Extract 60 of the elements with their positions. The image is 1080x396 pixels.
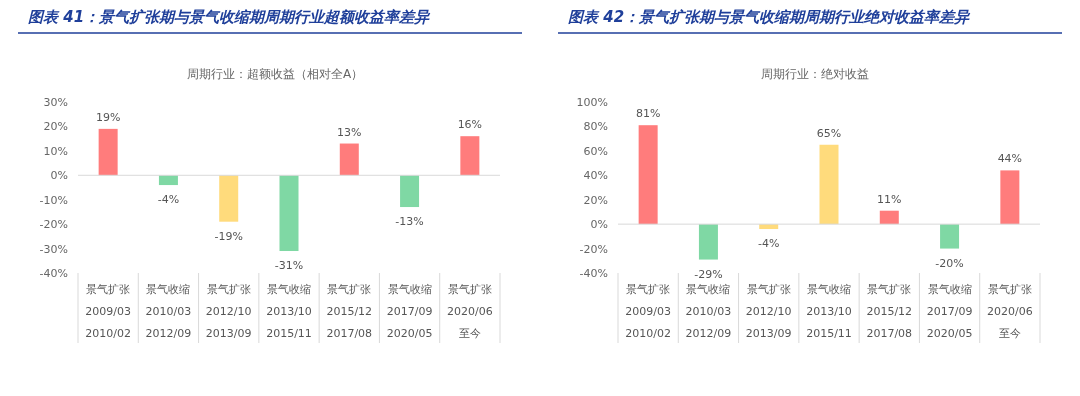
x-tick-label: 景气收缩 2017/09 2020/05 xyxy=(926,283,973,340)
bar xyxy=(339,143,359,176)
y-tick-label: -10% xyxy=(39,193,68,207)
x-tick-label: 景气扩张 2009/03 2010/02 xyxy=(625,283,671,340)
data-label: 11% xyxy=(877,192,902,206)
x-tick-label: 景气扩张 2015/12 2017/08 xyxy=(326,283,373,340)
data-label: -4% xyxy=(157,193,180,207)
data-label: 19% xyxy=(95,110,121,124)
y-tick-label: -30% xyxy=(39,242,68,256)
y-tick-label: 100% xyxy=(576,96,608,109)
chart-subtitle: 周期行业：绝对收益 xyxy=(761,67,869,81)
x-tick-label: 景气扩张 2009/03 2010/02 xyxy=(85,283,131,340)
bar xyxy=(460,136,480,176)
bar xyxy=(698,224,718,260)
data-label: -19% xyxy=(214,229,243,243)
data-label: 65% xyxy=(816,126,842,140)
y-tick-label: -40% xyxy=(579,267,608,280)
x-tick-label: 景气收缩 2010/03 2012/09 xyxy=(685,283,732,340)
y-tick-label: 60% xyxy=(583,144,608,158)
data-label: -20% xyxy=(935,256,964,270)
data-label: -13% xyxy=(395,215,424,229)
x-tick-label: 景气扩张 2012/10 2013/09 xyxy=(745,283,792,340)
y-tick-label: -40% xyxy=(39,267,68,280)
y-tick-label: -20% xyxy=(39,218,68,232)
y-tick-label: 80% xyxy=(583,120,608,134)
data-label: 13% xyxy=(337,125,362,139)
data-label: -29% xyxy=(694,267,723,281)
x-tick-label: 景气扩张 2012/10 2013/09 xyxy=(205,283,252,340)
data-label: 16% xyxy=(457,118,483,132)
x-tick-label: 景气收缩 2010/03 2012/09 xyxy=(145,283,192,340)
chart-title: 图表 42：景气扩张期与景气收缩期周期行业绝对收益率差异 xyxy=(568,8,972,26)
y-tick-label: 20% xyxy=(583,193,608,207)
data-label: -4% xyxy=(758,237,780,251)
y-tick-label: 0% xyxy=(590,218,608,232)
bar xyxy=(400,175,420,208)
bar xyxy=(158,175,178,186)
bar xyxy=(638,125,658,225)
bar xyxy=(98,128,118,176)
bar xyxy=(279,175,299,252)
data-label: 44% xyxy=(997,152,1023,166)
x-tick-label: 景气收缩 2017/09 2020/05 xyxy=(386,283,433,340)
y-tick-label: 0% xyxy=(50,169,68,183)
bar xyxy=(219,175,239,222)
data-label: 81% xyxy=(635,107,661,121)
chart-subtitle: 周期行业：超额收益（相对全A） xyxy=(186,67,364,81)
chart-title: 图表 41：景气扩张期与景气收缩期周期行业超额收益率差异 xyxy=(28,8,432,26)
y-tick-label: -20% xyxy=(579,242,608,256)
x-tick-label: 景气扩张 2015/12 2017/08 xyxy=(866,283,913,340)
x-tick-label: 景气收缩 2013/10 2015/11 xyxy=(266,283,312,340)
x-tick-label: 景气扩张 2020/06 至今 xyxy=(447,283,493,340)
y-tick-label: 20% xyxy=(43,120,68,134)
x-tick-label: 景气收缩 2013/10 2015/11 xyxy=(806,283,852,340)
bar xyxy=(819,144,839,225)
y-tick-label: 30% xyxy=(43,96,68,109)
y-tick-label: 40% xyxy=(583,169,608,183)
y-tick-label: 10% xyxy=(43,144,68,158)
data-label: -31% xyxy=(274,259,304,273)
bar xyxy=(940,224,960,249)
x-tick-label: 景气扩张 2020/06 至今 xyxy=(987,283,1033,340)
bar xyxy=(1000,170,1020,225)
